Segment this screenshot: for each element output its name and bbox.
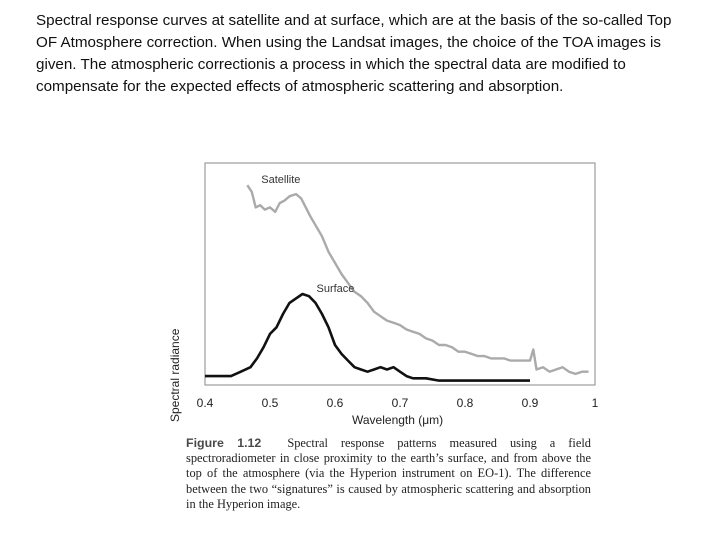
x-tick-label: 0.4	[197, 396, 214, 410]
caption-text: Spectral response patterns measured usin…	[186, 436, 592, 511]
x-tick-label: 0.9	[522, 396, 539, 410]
surface-annotation: Surface	[317, 283, 355, 295]
plot-frame	[204, 162, 596, 386]
x-tick-label: 0.5	[262, 396, 279, 410]
surface-series-line	[205, 292, 530, 382]
y-axis-label: Spectral radiance	[168, 328, 182, 422]
x-tick-label: 0.7	[392, 396, 409, 410]
spectral-figure: 0.4 0.5 0.6 0.7 0.8 0.9 1 Satellite Surface Spe…	[168, 160, 600, 520]
figure-caption: Figure 1.12 Spectral response patterns m…	[186, 436, 591, 512]
x-tick-label: 0.6	[327, 396, 344, 410]
satellite-series-line	[246, 184, 589, 376]
intro-text: Spectral response curves at satellite an…	[36, 12, 672, 95]
satellite-annotation: Satellite	[261, 174, 300, 186]
figure-label: Figure 1.12	[186, 436, 262, 450]
spectral-chart: 0.4 0.5 0.6 0.7 0.8 0.9 1 Satellite Surface	[197, 162, 599, 410]
x-axis-label: Wavelength (μm)	[352, 413, 444, 427]
x-tick-label: 1	[592, 396, 599, 410]
x-tick-label: 0.8	[457, 396, 474, 410]
